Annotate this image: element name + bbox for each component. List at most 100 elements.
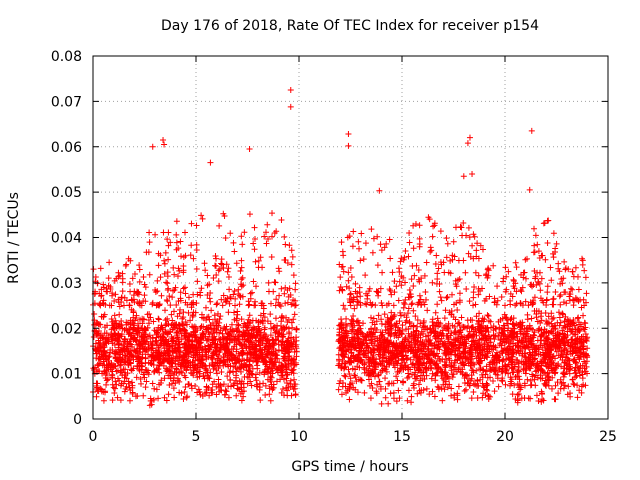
data-point bbox=[561, 289, 568, 296]
data-point bbox=[470, 231, 477, 238]
data-point bbox=[201, 260, 208, 267]
data-point bbox=[556, 293, 563, 300]
data-point bbox=[394, 368, 401, 375]
data-point bbox=[346, 383, 353, 390]
data-point bbox=[434, 335, 441, 342]
data-point bbox=[163, 296, 170, 303]
data-point bbox=[396, 331, 403, 338]
data-point bbox=[162, 322, 169, 329]
data-point bbox=[270, 325, 277, 332]
data-point bbox=[537, 372, 544, 379]
data-point bbox=[355, 351, 362, 358]
data-point bbox=[436, 356, 443, 363]
data-point bbox=[439, 327, 446, 334]
data-point bbox=[397, 362, 404, 369]
data-point bbox=[153, 386, 160, 393]
data-point bbox=[463, 285, 470, 292]
data-point bbox=[432, 377, 439, 384]
data-point bbox=[388, 291, 395, 298]
data-point bbox=[176, 341, 183, 348]
data-point bbox=[215, 267, 222, 274]
data-point bbox=[190, 352, 197, 359]
data-point bbox=[213, 255, 220, 262]
data-point bbox=[339, 383, 346, 390]
data-point bbox=[451, 329, 458, 336]
data-point bbox=[550, 295, 557, 302]
data-point bbox=[105, 282, 112, 289]
data-point bbox=[456, 322, 463, 329]
data-point bbox=[245, 335, 252, 342]
data-point bbox=[156, 369, 163, 376]
data-point bbox=[270, 350, 277, 357]
data-point bbox=[417, 377, 424, 384]
data-point bbox=[284, 387, 291, 394]
data-point bbox=[169, 380, 176, 387]
data-point bbox=[239, 336, 246, 343]
data-point bbox=[584, 345, 591, 352]
data-point bbox=[235, 321, 242, 328]
data-point bbox=[235, 333, 242, 340]
data-point bbox=[177, 289, 184, 296]
data-point bbox=[538, 317, 545, 324]
data-point bbox=[288, 319, 295, 326]
data-point bbox=[484, 266, 491, 273]
data-point bbox=[132, 348, 139, 355]
data-point bbox=[189, 342, 196, 349]
data-point bbox=[337, 283, 344, 290]
data-point bbox=[336, 380, 343, 387]
data-point bbox=[472, 301, 479, 308]
data-point bbox=[576, 348, 583, 355]
data-point bbox=[222, 234, 229, 241]
data-point bbox=[537, 295, 544, 302]
data-point bbox=[420, 348, 427, 355]
data-point bbox=[434, 383, 441, 390]
data-point bbox=[176, 348, 183, 355]
data-point bbox=[146, 229, 153, 236]
data-point bbox=[565, 383, 572, 390]
data-point bbox=[427, 365, 434, 372]
data-point bbox=[266, 343, 273, 350]
data-point bbox=[103, 381, 110, 388]
data-point bbox=[166, 343, 173, 350]
data-point bbox=[492, 371, 499, 378]
data-point bbox=[181, 360, 188, 367]
data-point bbox=[353, 318, 360, 325]
data-point bbox=[179, 321, 186, 328]
data-point bbox=[268, 253, 275, 260]
data-point bbox=[207, 369, 214, 376]
data-point bbox=[275, 346, 282, 353]
data-point bbox=[568, 320, 575, 327]
data-point bbox=[287, 377, 294, 384]
data-point bbox=[517, 299, 524, 306]
data-point bbox=[192, 309, 199, 316]
data-point bbox=[574, 394, 581, 401]
data-point bbox=[386, 236, 393, 243]
data-point bbox=[410, 323, 417, 330]
data-point bbox=[354, 327, 361, 334]
data-point bbox=[363, 290, 370, 297]
data-point bbox=[241, 331, 248, 338]
data-point bbox=[572, 331, 579, 338]
data-point bbox=[522, 298, 529, 305]
data-point bbox=[205, 313, 212, 320]
data-point bbox=[266, 358, 273, 365]
data-point bbox=[188, 220, 195, 227]
data-point bbox=[374, 262, 381, 269]
data-point bbox=[145, 359, 152, 366]
data-point bbox=[133, 374, 140, 381]
data-point bbox=[336, 331, 343, 338]
data-point bbox=[274, 333, 281, 340]
data-point bbox=[182, 384, 189, 391]
data-point bbox=[213, 391, 220, 398]
data-point bbox=[192, 346, 199, 353]
data-point bbox=[259, 320, 266, 327]
data-point bbox=[476, 323, 483, 330]
data-point bbox=[94, 332, 101, 339]
data-point bbox=[387, 255, 394, 262]
data-point bbox=[196, 339, 203, 346]
data-point bbox=[483, 295, 490, 302]
data-point bbox=[530, 281, 537, 288]
data-point bbox=[379, 367, 386, 374]
data-point bbox=[236, 352, 243, 359]
data-point bbox=[398, 273, 405, 280]
